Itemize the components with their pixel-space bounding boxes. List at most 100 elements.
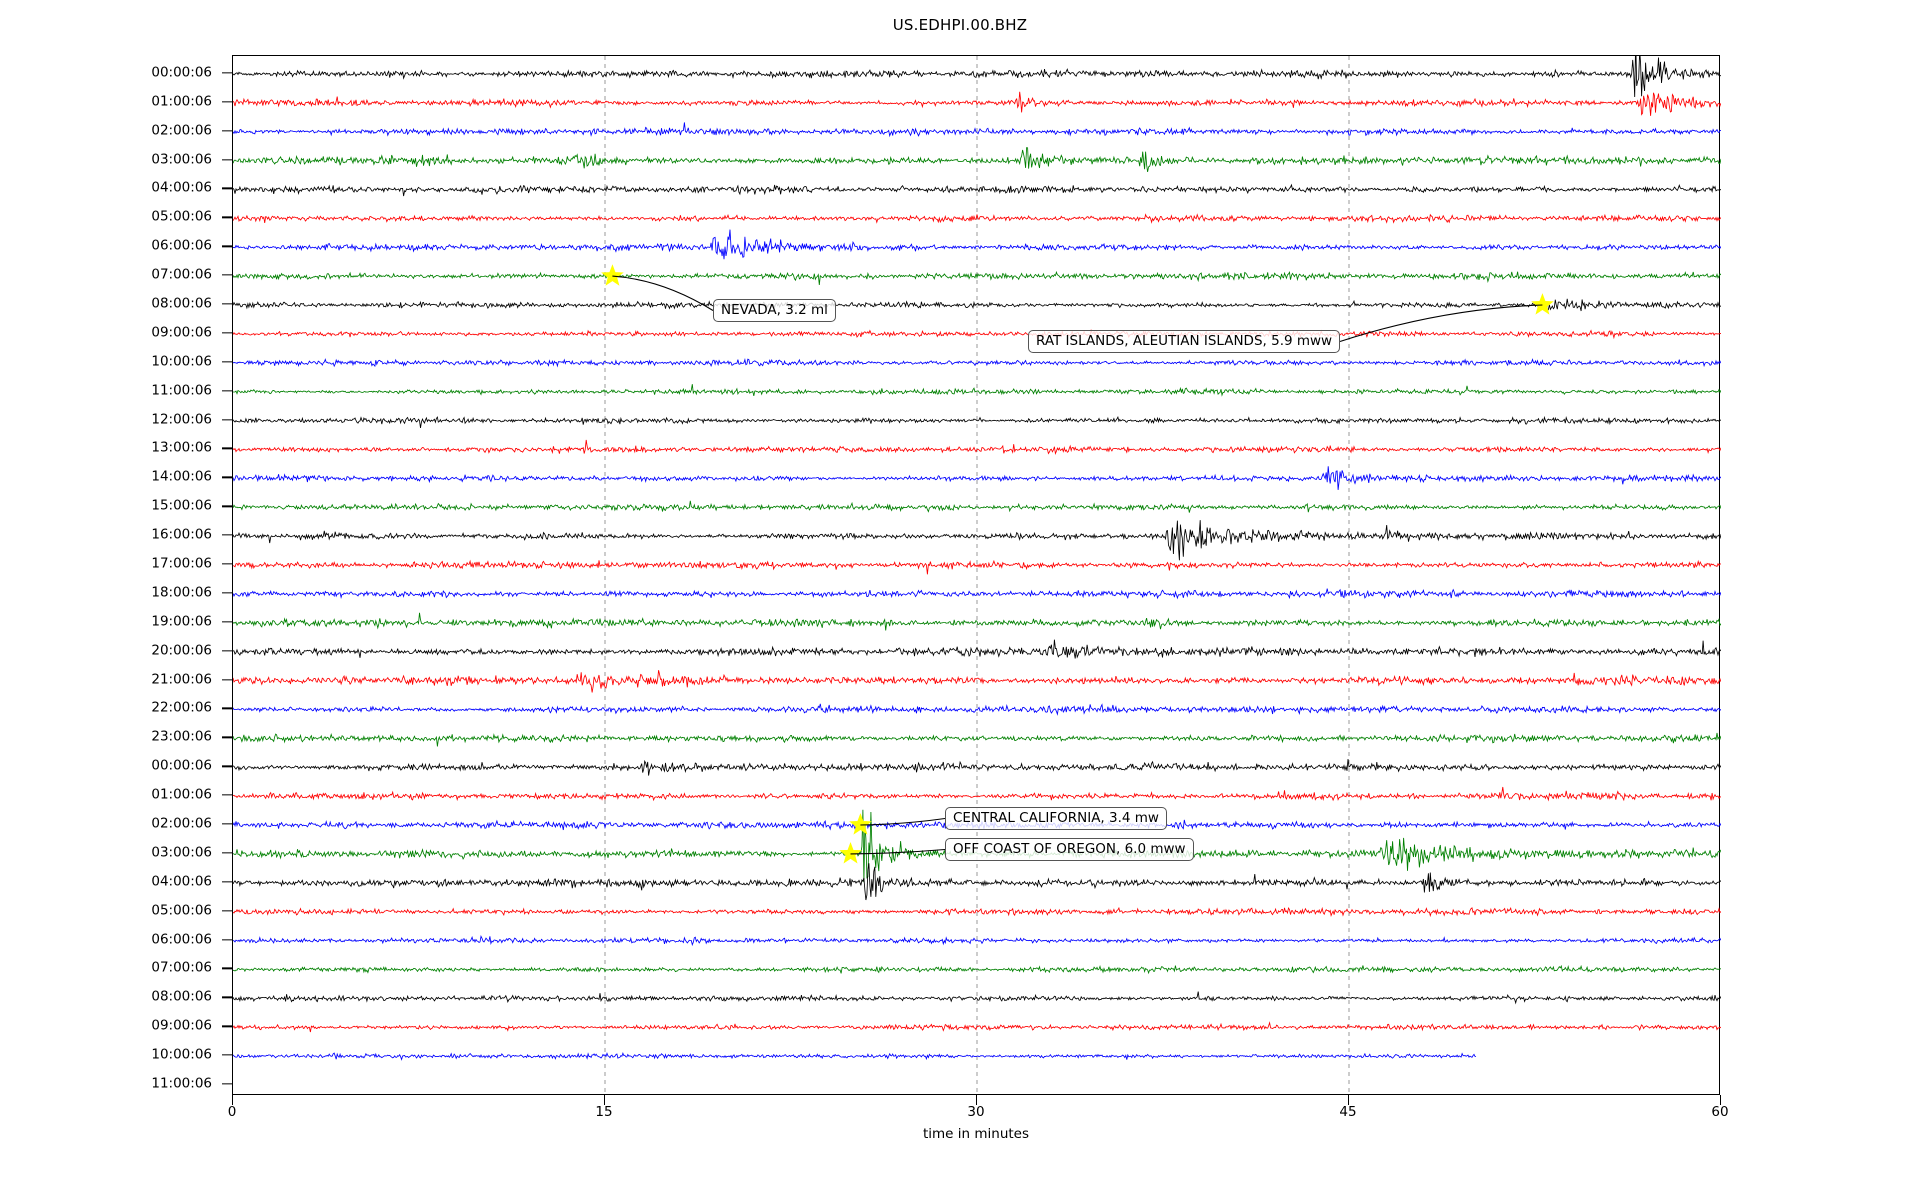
seismogram-trace	[233, 670, 1721, 693]
seismogram-trace	[233, 1021, 1721, 1033]
seismogram-trace	[233, 588, 1721, 600]
seismogram-trace	[233, 466, 1721, 490]
y-axis-tick-mark	[222, 823, 232, 825]
y-axis-tick-label: 16:00:06	[151, 526, 212, 543]
x-axis-label: time in minutes	[922, 1126, 1030, 1142]
y-axis-tick-label: 23:00:06	[151, 728, 212, 745]
seismogram-trace	[233, 500, 1721, 513]
y-axis-tick-label: 07:00:06	[151, 266, 212, 283]
annotation-leader-line	[850, 848, 946, 855]
seismogram-trace	[233, 639, 1721, 659]
y-axis-tick-label: 01:00:06	[151, 93, 212, 110]
y-axis-tick-mark	[222, 101, 232, 103]
y-axis-tick-label: 13:00:06	[151, 439, 212, 456]
x-axis-tick-label: 30	[967, 1104, 985, 1120]
y-axis-tick-label: 11:00:06	[151, 1075, 212, 1092]
y-axis-tick-label: 17:00:06	[151, 555, 212, 572]
y-axis-tick-label: 06:00:06	[151, 930, 212, 947]
event-annotation-off-coast-oregon: OFF COAST OF OREGON, 6.0 mww	[945, 837, 1194, 862]
y-axis-tick-label: 03:00:06	[151, 844, 212, 861]
seismogram-trace	[233, 559, 1721, 575]
annotation-leader-line	[612, 275, 714, 311]
y-axis-tick-mark	[222, 245, 232, 247]
plot-axes: NEVADA, 3.2 ml RAT ISLANDS, ALEUTIAN ISLA…	[232, 55, 1721, 1096]
seismogram-trace	[233, 270, 1721, 286]
seismogram-trace	[233, 56, 1721, 98]
y-axis-tick-mark	[222, 765, 232, 767]
x-axis-tick-mark	[232, 1095, 234, 1105]
y-axis-tick-mark	[222, 1083, 232, 1085]
seismogram-trace	[233, 964, 1721, 975]
seismogram-trace	[233, 759, 1721, 776]
seismogram-trace	[233, 91, 1721, 116]
y-axis-tick-label: 01:00:06	[151, 786, 212, 803]
y-axis-tick-mark	[222, 650, 232, 652]
seismogram-trace	[233, 183, 1721, 197]
y-axis-tick-label: 18:00:06	[151, 584, 212, 601]
y-axis-tick-label: 09:00:06	[151, 324, 212, 341]
y-axis-tick-mark	[222, 736, 232, 738]
y-axis-tick-mark	[222, 563, 232, 565]
seismogram-trace	[233, 329, 1721, 340]
y-axis-tick-label: 10:00:06	[151, 353, 212, 370]
event-star-icon	[839, 842, 862, 864]
seismogram-trace	[233, 991, 1721, 1005]
y-axis-tick-mark	[222, 476, 232, 478]
y-axis-tick-label: 00:00:06	[151, 757, 212, 774]
y-axis-tick-label: 04:00:06	[151, 873, 212, 890]
x-axis-tick-label: 15	[595, 1104, 613, 1120]
y-axis-tick-label: 05:00:06	[151, 208, 212, 225]
y-axis-tick-mark	[222, 852, 232, 854]
seismogram-traces	[233, 56, 1721, 1096]
y-axis-tick-mark	[222, 274, 232, 276]
y-axis-tick-mark	[222, 158, 232, 161]
seismogram-trace	[233, 934, 1721, 947]
y-axis-tick-mark	[222, 447, 232, 450]
event-annotation-nevada: NEVADA, 3.2 ml	[713, 299, 836, 323]
y-axis-tick-label: 08:00:06	[151, 988, 212, 1005]
seismogram-trace	[233, 298, 1721, 312]
y-axis-tick-label: 02:00:06	[151, 815, 212, 832]
y-axis-tick-label: 21:00:06	[151, 670, 212, 687]
y-axis-tick-label: 08:00:06	[151, 295, 212, 312]
event-star-icon	[601, 264, 624, 286]
seismogram-trace	[233, 122, 1721, 138]
y-axis-tick-mark	[222, 505, 232, 507]
x-axis-tick-mark	[976, 1095, 978, 1105]
y-axis-tick-mark	[222, 130, 232, 132]
y-axis-tick-mark	[222, 332, 232, 334]
event-annotation-central-california: CENTRAL CALIFORNIA, 3.4 mw	[945, 807, 1167, 831]
y-axis-tick-label: 12:00:06	[151, 410, 212, 427]
y-axis-tick-label: 00:00:06	[151, 64, 212, 81]
y-axis-tick-mark	[222, 592, 232, 594]
y-axis-tick-label: 11:00:06	[151, 381, 212, 398]
seismogram-trace	[233, 786, 1721, 802]
seismogram-trace	[233, 358, 1721, 368]
annotation-leader-line	[1339, 304, 1543, 343]
event-star-icon	[1531, 293, 1554, 315]
seismogram-trace	[233, 863, 1721, 901]
y-axis-tick-mark	[222, 707, 232, 710]
y-axis-tick-label: 09:00:06	[151, 1017, 212, 1034]
event-annotation-rat-islands: RAT ISLANDS, ALEUTIAN ISLANDS, 5.9 mww	[1028, 329, 1341, 354]
y-axis-tick-mark	[222, 361, 232, 363]
x-axis-tick-mark	[604, 1095, 606, 1105]
y-axis-tick-mark	[222, 72, 232, 74]
y-axis-tick-mark	[222, 418, 232, 421]
y-axis-tick-label: 20:00:06	[151, 641, 212, 658]
y-axis-tick-label: 07:00:06	[151, 959, 212, 976]
y-axis-tick-mark	[222, 881, 232, 883]
x-axis-tick-mark	[1720, 1095, 1722, 1105]
y-axis-tick-label: 10:00:06	[151, 1046, 212, 1063]
seismogram-trace	[233, 1051, 1477, 1061]
event-star-icon	[849, 813, 872, 835]
seismogram-trace	[233, 213, 1721, 224]
seismogram-trace	[233, 520, 1721, 561]
y-axis-tick-mark	[222, 187, 232, 190]
y-axis-tick-label: 05:00:06	[151, 901, 212, 918]
y-axis-tick-mark	[222, 678, 232, 681]
y-axis-tick-mark	[222, 967, 232, 970]
y-axis-tick-mark	[222, 621, 232, 623]
seismogram-trace	[233, 703, 1721, 716]
